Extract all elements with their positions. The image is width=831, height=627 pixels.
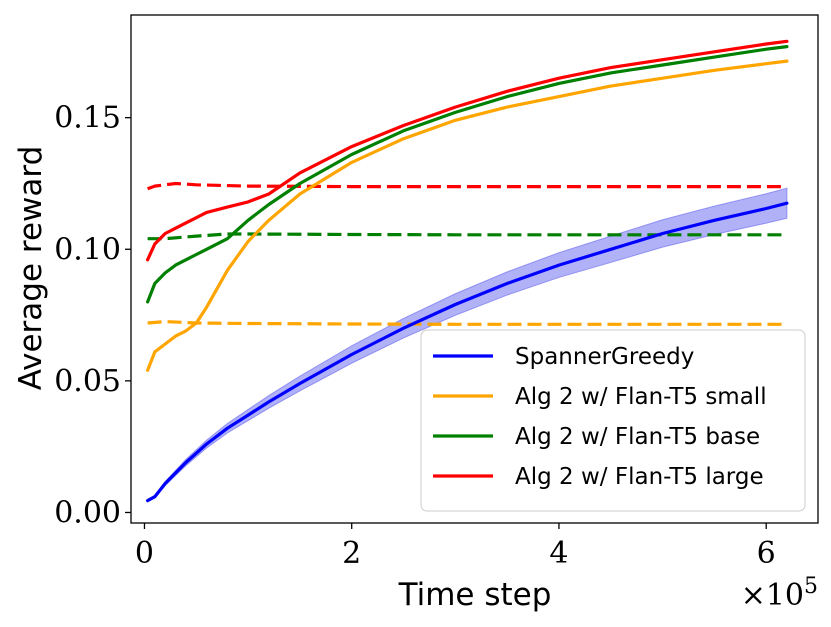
y-tick-label: 0.10 [54, 232, 121, 267]
x-axis-label: Time step [398, 577, 552, 613]
y-axis-ticks: 0.00 0.05 0.10 0.15 [54, 101, 131, 530]
series-line-dashed [147, 320, 787, 326]
legend-label: SpannerGreedy [515, 344, 694, 370]
series-line-dashed [147, 232, 787, 241]
legend-label: Alg 2 w/ Flan-T5 base [515, 424, 760, 450]
legend-box [420, 329, 806, 512]
series-line [146, 45, 789, 304]
series-line-dashed [147, 181, 787, 191]
x-axis-multiplier: ×105 [741, 574, 818, 613]
y-tick-label: 0.15 [54, 101, 121, 136]
x-tick-label: 6 [757, 536, 776, 571]
x-tick-label: 4 [549, 536, 568, 571]
x-tick-label: 0 [135, 536, 154, 571]
legend: SpannerGreedy Alg 2 w/ Flan-T5 small Alg 2… [420, 329, 806, 512]
legend-label: Alg 2 w/ Flan-T5 large [515, 464, 764, 490]
y-tick-label: 0.05 [54, 364, 121, 399]
y-tick-label: 0.00 [54, 495, 121, 530]
legend-label: Alg 2 w/ Flan-T5 small [515, 384, 767, 410]
series-line [146, 59, 789, 372]
plot-frame [130, 14, 819, 524]
series-lines [146, 39, 789, 503]
series-line [146, 201, 789, 503]
y-axis-label: Average reward [13, 146, 49, 391]
x-axis-ticks: 0 2 4 6 [135, 523, 776, 571]
x-tick-label: 2 [342, 536, 361, 571]
series-line [146, 39, 789, 262]
